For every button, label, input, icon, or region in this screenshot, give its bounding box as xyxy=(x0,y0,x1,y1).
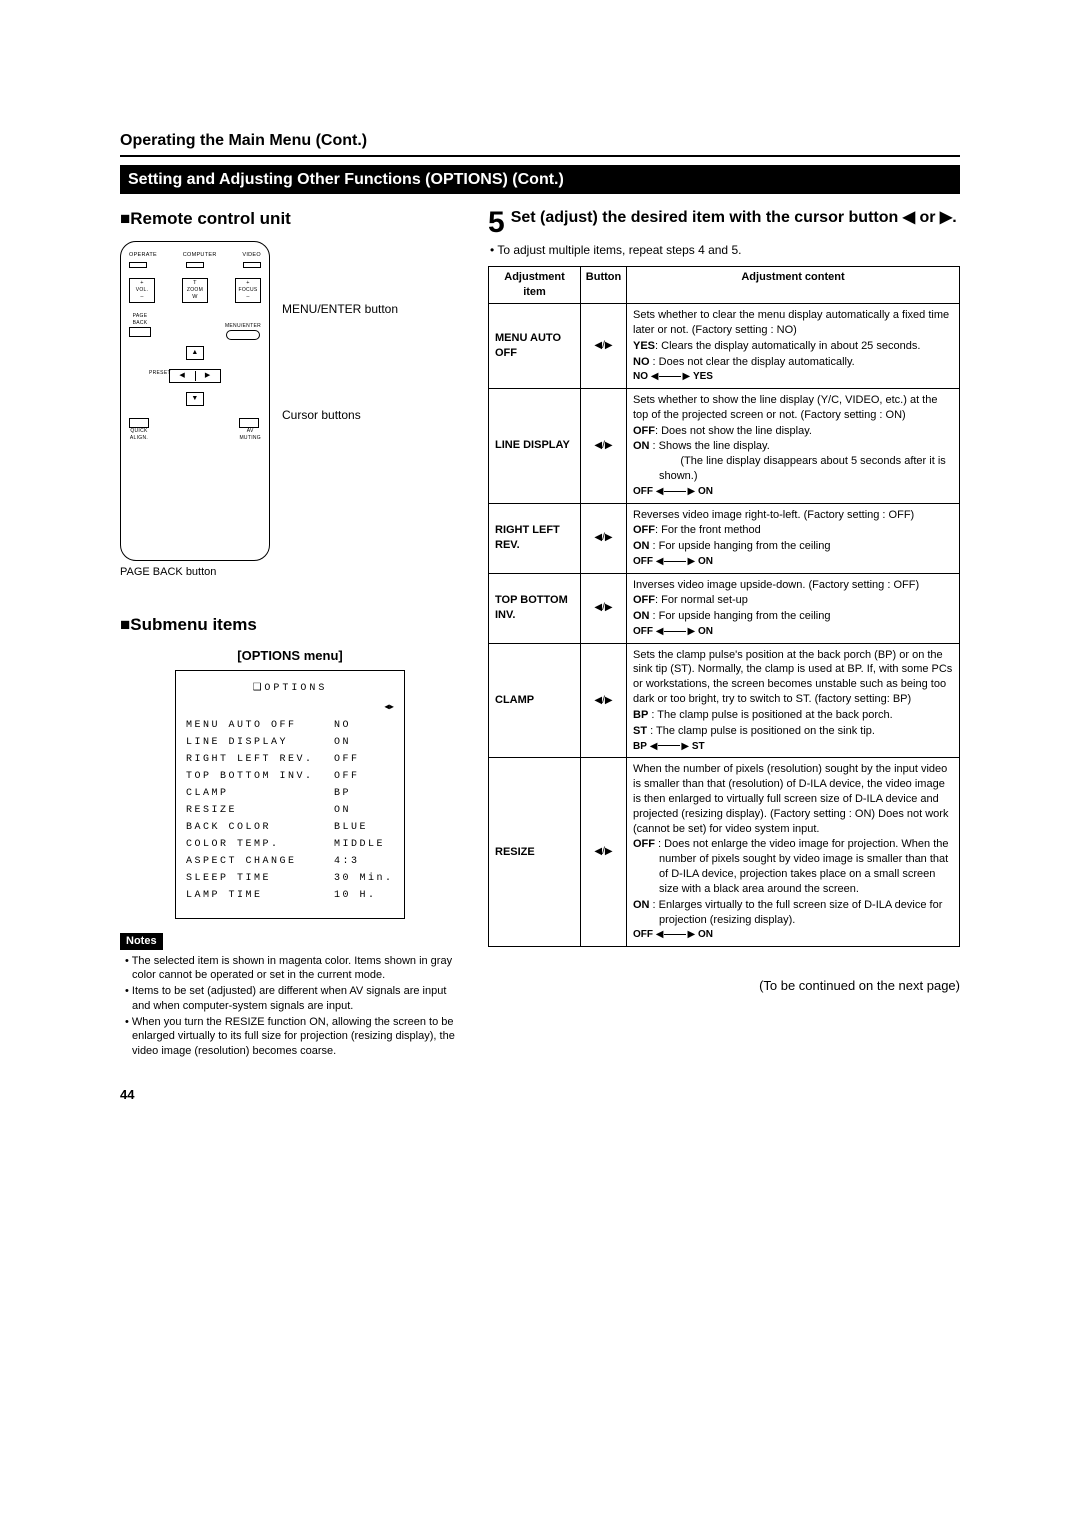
table-row: CLAMP◀/▶Sets the clamp pulse's position … xyxy=(489,643,960,758)
note-item: • When you turn the RESIZE function ON, … xyxy=(120,1015,460,1058)
continued-note: (To be continued on the next page) xyxy=(488,977,960,995)
adj-button-glyph: ◀/▶ xyxy=(581,758,627,947)
adj-content: When the number of pixels (resolution) s… xyxy=(627,758,960,947)
left-column: ■Remote control unit OPERATE COMPUTER VI… xyxy=(120,208,460,1060)
adj-button-glyph: ◀/▶ xyxy=(581,643,627,758)
submenu-heading: ■Submenu items xyxy=(120,614,460,637)
adj-content: Reverses video image right-to-left. (Fac… xyxy=(627,503,960,573)
adj-button-glyph: ◀/▶ xyxy=(581,503,627,573)
table-row: RESIZE◀/▶When the number of pixels (reso… xyxy=(489,758,960,947)
options-menu-caption: [OPTIONS menu] xyxy=(120,647,460,665)
value-range: OFF ON xyxy=(633,928,953,942)
table-row: RIGHT LEFT REV.◀/▶Reverses video image r… xyxy=(489,503,960,573)
adj-item-name: MENU AUTO OFF xyxy=(489,304,581,389)
options-menu-row: BACK COLORBLUE xyxy=(186,819,394,836)
remote-focus-minus: – xyxy=(236,294,260,301)
adj-button-glyph: ◀/▶ xyxy=(581,388,627,503)
value-range: NO YES xyxy=(633,370,953,384)
adjustment-table: Adjustment item Button Adjustment conten… xyxy=(488,266,960,947)
step-text: Set (adjust) the desired item with the c… xyxy=(511,208,957,228)
remote-vol-minus: – xyxy=(130,294,154,301)
section-header: Operating the Main Menu (Cont.) xyxy=(120,130,960,157)
th-content: Adjustment content xyxy=(627,267,960,304)
notes-badge: Notes xyxy=(120,933,163,950)
remote-label-operate: OPERATE xyxy=(129,252,157,259)
cursor-callout: Cursor buttons xyxy=(282,407,402,423)
adj-content: Sets whether to show the line display (Y… xyxy=(627,388,960,503)
remote-quick-label: QUICK ALIGN. xyxy=(129,428,149,442)
value-range: OFF ON xyxy=(633,625,953,639)
options-menu-card: ❑ OPTIONS ◀▶ MENU AUTO OFFNOLINE DISPLAY… xyxy=(175,670,405,919)
remote-label-computer: COMPUTER xyxy=(183,252,217,259)
adj-item-name: CLAMP xyxy=(489,643,581,758)
th-button: Button xyxy=(581,267,627,304)
value-range: OFF ON xyxy=(633,555,953,569)
adj-content: Sets the clamp pulse's position at the b… xyxy=(627,643,960,758)
adj-button-glyph: ◀/▶ xyxy=(581,573,627,643)
options-menu-row: RIGHT LEFT REV.OFF xyxy=(186,751,394,768)
options-card-title: OPTIONS xyxy=(264,683,327,694)
adj-item-name: RIGHT LEFT REV. xyxy=(489,503,581,573)
options-menu-row: ASPECT CHANGE4:3 xyxy=(186,853,394,870)
remote-av-label: AV MUTING xyxy=(239,428,261,442)
options-menu-row: MENU AUTO OFFNO xyxy=(186,717,394,734)
remote-preset-label: PRESET xyxy=(149,370,171,377)
adj-item-name: RESIZE xyxy=(489,758,581,947)
remote-dpad: ▲ ◀▶ ▼ PRESET xyxy=(155,346,235,406)
options-menu-row: COLOR TEMP.MIDDLE xyxy=(186,836,394,853)
options-menu-row: LAMP TIME10 H. xyxy=(186,887,394,904)
options-menu-row: CLAMPBP xyxy=(186,785,394,802)
section-band: Setting and Adjusting Other Functions (O… xyxy=(120,165,960,195)
pageback-callout: PAGE BACK button xyxy=(120,565,460,580)
remote-focus-label: FOCUS xyxy=(236,287,260,294)
adj-item-name: LINE DISPLAY xyxy=(489,388,581,503)
adj-button-glyph: ◀/▶ xyxy=(581,304,627,389)
th-item: Adjustment item xyxy=(489,267,581,304)
remote-label-video: VIDEO xyxy=(242,252,261,259)
remote-zoom-t: T xyxy=(183,280,207,287)
remote-focus-plus: + xyxy=(236,280,260,287)
options-menu-row: RESIZEON xyxy=(186,802,394,819)
page-number: 44 xyxy=(120,1086,960,1104)
value-range: BP ST xyxy=(633,740,953,754)
table-row: TOP BOTTOM INV.◀/▶Inverses video image u… xyxy=(489,573,960,643)
step-number: 5 xyxy=(488,208,505,238)
remote-vol-plus: + xyxy=(130,280,154,287)
right-column: 5 Set (adjust) the desired item with the… xyxy=(488,208,960,994)
remote-illustration: OPERATE COMPUTER VIDEO + VOL. – T ZOOM xyxy=(120,241,270,561)
options-menu-row: TOP BOTTOM INV.OFF xyxy=(186,768,394,785)
remote-menuenter-label: MENU/ENTER xyxy=(225,323,261,330)
remote-vol-label: VOL. xyxy=(130,287,154,294)
adj-content: Sets whether to clear the menu display a… xyxy=(627,304,960,389)
note-item: • Items to be set (adjusted) are differe… xyxy=(120,984,460,1013)
adj-content: Inverses video image upside-down. (Facto… xyxy=(627,573,960,643)
remote-zoom-w: W xyxy=(183,294,207,301)
adj-item-name: TOP BOTTOM INV. xyxy=(489,573,581,643)
note-item: • The selected item is shown in magenta … xyxy=(120,954,460,983)
remote-pageback-label: PAGE BACK xyxy=(129,313,151,327)
options-menu-row: SLEEP TIME30 Min. xyxy=(186,870,394,887)
table-row: LINE DISPLAY◀/▶Sets whether to show the … xyxy=(489,388,960,503)
remote-zoom-label: ZOOM xyxy=(183,287,207,294)
options-menu-row: LINE DISPLAYON xyxy=(186,734,394,751)
remote-heading: ■Remote control unit xyxy=(120,208,460,231)
table-row: MENU AUTO OFF◀/▶Sets whether to clear th… xyxy=(489,304,960,389)
value-range: OFF ON xyxy=(633,485,953,499)
menu-enter-callout: MENU/ENTER button xyxy=(282,301,402,317)
step-bullet: • To adjust multiple items, repeat steps… xyxy=(490,242,960,258)
